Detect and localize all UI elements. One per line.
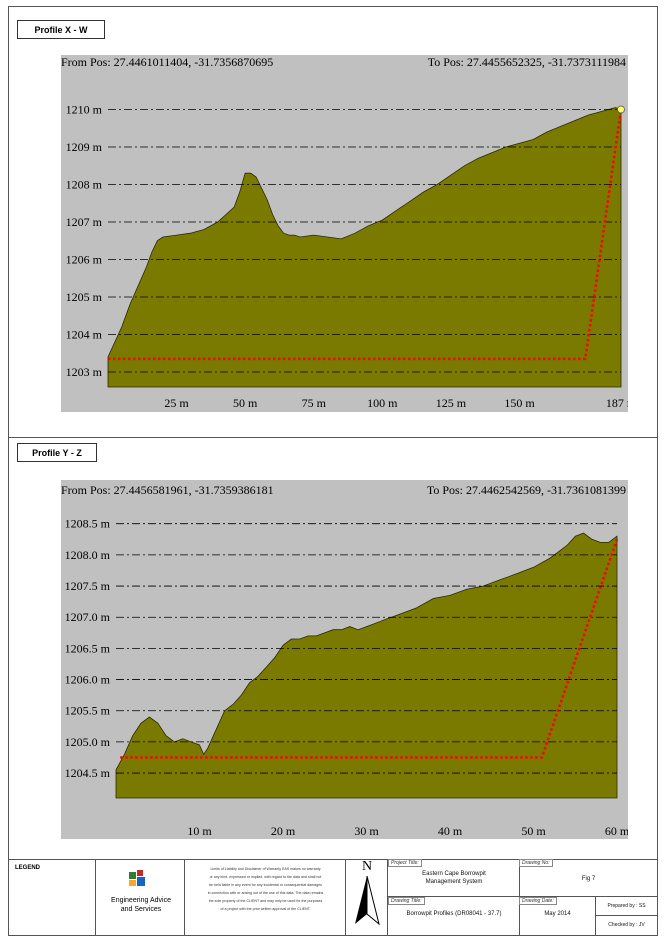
y-tick-label: 1203 m: [66, 365, 103, 379]
x-tick-label: 125 m: [436, 396, 467, 410]
drawing-date-label: Drawing Date:: [519, 897, 557, 905]
disclaimer-line: Limits of Liability and Disclaimer of Wa…: [210, 867, 321, 871]
disclaimer-text: Limits of Liability and Disclaimer of Wa…: [187, 865, 344, 913]
north-label: N: [361, 859, 373, 874]
profile-title: Profile X - W: [17, 20, 105, 39]
drawing-no-value: Fig 7: [581, 876, 596, 882]
company-logo: [129, 870, 145, 886]
x-tick-label: 10 m: [187, 824, 212, 838]
y-tick-label: 1206 m: [66, 253, 103, 267]
y-tick-label: 1205 m: [66, 290, 103, 304]
y-tick-label: 1207 m: [66, 215, 103, 229]
page-frame: [8, 6, 658, 936]
drawing-title-value: Borrowpit Profiles (DR08041 - 37.7): [406, 911, 502, 917]
profile-title: Profile Y - Z: [17, 443, 97, 462]
y-tick-label: 1206.0 m: [65, 673, 111, 687]
y-tick-label: 1204 m: [66, 328, 103, 342]
project-title-line1: Eastern Cape Borrowpit: [422, 871, 486, 877]
y-tick-label: 1206.5 m: [65, 641, 111, 655]
drawing-title-label: Drawing Title:: [388, 897, 425, 905]
north-arrow-icon: [355, 876, 380, 926]
drawing-date-cell: Drawing Date: May 2014: [519, 896, 596, 936]
prepared-by-cell: Prepared by : SS: [595, 896, 658, 916]
y-tick-label: 1207.5 m: [65, 579, 111, 593]
legend-label: LEGEND: [15, 865, 41, 871]
x-tick-label: 30 m: [354, 824, 379, 838]
y-tick-label: 1204.5 m: [65, 766, 111, 780]
checked-by-cell: Checked by : JV: [595, 915, 658, 936]
from-pos-label: From Pos: 27.4461011404, -31.7356870695: [61, 55, 273, 69]
legend-divider: [8, 859, 658, 860]
drawing-title-cell: Drawing Title: Borrowpit Profiles (DR080…: [388, 896, 520, 936]
project-title-line2: Management System: [425, 879, 483, 885]
disclaimer-line: in connection with or arising out of the…: [207, 891, 324, 895]
project-title-cell: Project Title: Eastern Cape Borrowpit Ma…: [388, 859, 520, 897]
x-tick-label: 150 m: [504, 396, 535, 410]
x-tick-label: 20 m: [271, 824, 296, 838]
x-tick-label: 50 m: [521, 824, 546, 838]
title-block: LEGEND Engineering Advice and Services L…: [8, 859, 658, 936]
drawing-date-value: May 2014: [544, 911, 571, 917]
profile-path-line: [108, 109, 623, 361]
company-cell: Engineering Advice and Services: [95, 859, 185, 936]
disclaimer-line: or any kind, expressed or implied, with …: [209, 875, 322, 879]
section-divider: [8, 437, 658, 438]
company-name-line2: and Services: [120, 906, 162, 913]
disclaimer-cell: Limits of Liability and Disclaimer of Wa…: [185, 859, 346, 936]
x-tick-label: 25 m: [164, 396, 189, 410]
y-tick-label: 1209 m: [66, 140, 103, 154]
checked-by: Checked by : JV: [608, 922, 645, 928]
y-tick-label: 1210 m: [66, 103, 103, 117]
to-pos-label: To Pos: 27.4455652325, -31.7373111984: [428, 55, 626, 69]
x-tick-label: 75 m: [302, 396, 327, 410]
drawing-no-cell: Drawing No: Fig 7: [519, 859, 658, 897]
north-arrow-cell: N: [346, 859, 388, 936]
x-tick-label: 100 m: [367, 396, 398, 410]
disclaimer-line: of a project with the prior written appr…: [220, 907, 311, 911]
x-tick-label: 40 m: [438, 824, 463, 838]
from-pos-label: From Pos: 27.4456581961, -31.7359386181: [61, 483, 274, 497]
terrain-area: [115, 532, 618, 799]
company-name-line1: Engineering Advice: [111, 897, 171, 904]
prepared-by: Prepared by : SS: [607, 903, 646, 909]
y-tick-label: 1205.5 m: [65, 704, 111, 718]
x-tick-label: 50 m: [233, 396, 258, 410]
profile-chart: From Pos: 27.4456581961, -31.7359386181 …: [61, 480, 628, 839]
y-tick-label: 1208.5 m: [65, 517, 111, 531]
x-tick-label: 187 m: [606, 396, 628, 410]
profile-path-line: [120, 538, 619, 759]
disclaimer-line: the sole property of the CLIENT and may …: [208, 899, 323, 903]
profile-chart: From Pos: 27.4461011404, -31.7356870695 …: [61, 55, 628, 412]
y-tick-label: 1208.0 m: [65, 548, 111, 562]
y-tick-label: 1208 m: [66, 178, 103, 192]
disclaimer-line: be held liable in any event for any inci…: [209, 883, 322, 887]
y-tick-label: 1207.0 m: [65, 610, 111, 624]
y-tick-label: 1205.0 m: [65, 735, 111, 749]
x-tick-label: 60 m: [605, 824, 628, 838]
project-title-label: Project Title:: [388, 859, 422, 867]
drawing-no-label: Drawing No:: [519, 859, 553, 867]
terrain-area: [107, 107, 622, 388]
to-pos-label: To Pos: 27.4462542569, -31.7361081399: [427, 483, 626, 497]
end-point-marker: [617, 105, 625, 114]
